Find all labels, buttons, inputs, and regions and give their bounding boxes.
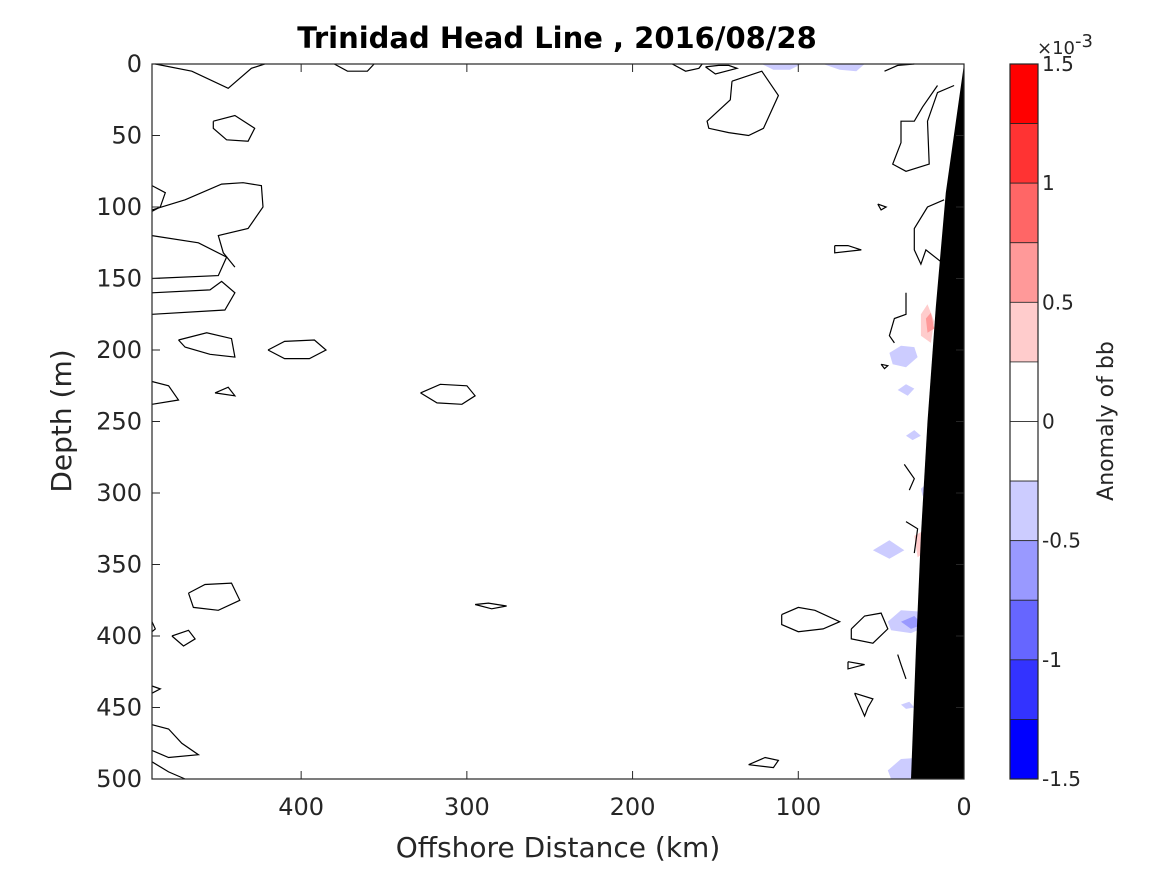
contour-line-23 <box>474 602 507 610</box>
y-tick-label: 250 <box>96 408 142 436</box>
contour-line-7 <box>178 332 236 358</box>
contour-line-14 <box>706 70 780 137</box>
colorbar-tick-label: 1 <box>1042 171 1055 195</box>
negative-patch-0 <box>761 64 802 70</box>
contour-line-20 <box>834 245 862 254</box>
contour-line-33 <box>903 464 915 491</box>
colorbar-exponent-prefix: ×10 <box>1037 38 1075 59</box>
chart-title: Trinidad Head Line , 2016/08/28 <box>297 21 817 55</box>
positive-anomaly-patches <box>914 304 935 558</box>
contour-line-0 <box>155 63 265 90</box>
contour-line-21 <box>880 363 890 370</box>
colorbar-segment-6 <box>1009 421 1039 482</box>
contour-line-22 <box>187 582 241 611</box>
contour-line-28 <box>151 685 162 694</box>
contour-line-11 <box>420 383 476 405</box>
colorbar-segment-2 <box>1009 182 1039 244</box>
contour-line-5 <box>151 235 228 280</box>
colorbar-segment-4 <box>1009 301 1039 363</box>
contour-line-4 <box>151 182 264 268</box>
contour-line-6 <box>151 280 236 315</box>
positive-patch-1 <box>925 312 935 333</box>
y-axis-label: Depth (m) <box>45 349 78 492</box>
colorbar-exponent-power: -3 <box>1075 31 1093 52</box>
y-tick-label: 200 <box>96 336 142 364</box>
contour-line-2 <box>212 114 256 142</box>
y-tick-label: 500 <box>96 765 142 793</box>
y-tick-label: 400 <box>96 622 142 650</box>
contour-line-19 <box>877 203 888 211</box>
contour-line-27 <box>171 629 196 647</box>
contour-line-34 <box>905 521 919 554</box>
colorbar-tick-label: -1 <box>1042 648 1062 672</box>
y-tick-label: 0 <box>127 50 142 78</box>
negative-patch-8 <box>901 701 915 709</box>
colorbar-segment-8 <box>1009 540 1039 601</box>
y-tick-label: 100 <box>96 193 142 221</box>
colorbar: 1.5 1 0.5 0 -0.5 -1 -1.5 <box>1009 52 1081 791</box>
colorbar-title: Anomaly of bb <box>1094 341 1119 501</box>
y-axis: 0 50 100 150 200 250 300 350 400 450 500 <box>96 50 964 793</box>
contour-line-24 <box>781 606 842 633</box>
colorbar-tick-label: -1.5 <box>1042 767 1081 791</box>
colorbar-segment-7 <box>1009 480 1039 542</box>
colorbar-segment-3 <box>1009 242 1039 303</box>
colorbar-tick-label: -0.5 <box>1042 529 1081 553</box>
colorbar-tick-label: 0 <box>1042 410 1055 434</box>
contour-line-18 <box>888 292 907 344</box>
negative-patch-3 <box>897 384 915 396</box>
colorbar-tick-label: 0.5 <box>1042 290 1074 314</box>
x-tick-label: 0 <box>956 793 971 821</box>
colorbar-segment-5 <box>1009 361 1039 422</box>
colorbar-frame <box>1009 63 1039 780</box>
contour-line-32 <box>151 761 186 780</box>
contour-line-29 <box>151 724 201 759</box>
contour-line-35 <box>897 654 907 680</box>
contour-line-8 <box>267 339 328 360</box>
colorbar-tick-label: 1.5 <box>1042 52 1074 76</box>
x-tick-label: 400 <box>278 793 324 821</box>
contour-line-36 <box>847 661 865 670</box>
contour-line-31 <box>748 756 780 769</box>
negative-patch-4 <box>906 430 921 441</box>
contour-line-25 <box>850 612 889 644</box>
negative-patch-5 <box>872 540 905 559</box>
colorbar-segment-11 <box>1009 719 1039 780</box>
x-tick-label: 300 <box>444 793 490 821</box>
y-tick-label: 300 <box>96 479 142 507</box>
plot-background <box>152 64 964 779</box>
x-tick-label: 200 <box>610 793 656 821</box>
y-tick-label: 450 <box>96 694 142 722</box>
contour-line-10 <box>214 386 237 397</box>
x-axis-label: Offshore Distance (km) <box>396 831 721 864</box>
colorbar-segment-10 <box>1009 659 1039 720</box>
y-tick-label: 50 <box>111 122 142 150</box>
x-axis: 400 300 200 100 0 <box>278 64 972 821</box>
x-tick-label: 100 <box>775 793 821 821</box>
contour-line-13 <box>672 63 703 72</box>
negative-patch-1 <box>823 64 865 72</box>
contour-line-1 <box>334 63 375 72</box>
contour-line-12 <box>705 64 740 75</box>
zero-contours <box>151 63 955 780</box>
y-tick-label: 350 <box>96 551 142 579</box>
bathymetry-shelf <box>911 64 964 779</box>
contour-line-30 <box>854 692 874 718</box>
y-tick-label: 150 <box>96 265 142 293</box>
colorbar-segment-9 <box>1009 599 1039 661</box>
plot-area <box>151 63 965 780</box>
negative-patch-2 <box>889 345 918 368</box>
contour-line-17 <box>913 199 945 266</box>
contour-line-9 <box>151 380 180 405</box>
colorbar-segment-0 <box>1009 63 1039 124</box>
contour-line-26 <box>151 621 157 633</box>
contour-line-16 <box>891 84 955 172</box>
colorbar-segment-1 <box>1009 123 1039 184</box>
